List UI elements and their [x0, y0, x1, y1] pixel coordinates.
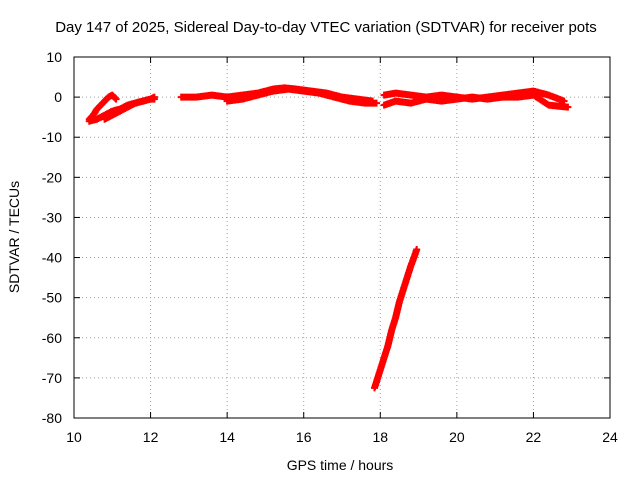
- x-tick-label: 10: [66, 429, 82, 445]
- y-tick-label: -30: [42, 209, 62, 225]
- x-tick-label: 24: [602, 429, 618, 445]
- y-tick-label: -10: [42, 129, 62, 145]
- y-tick-label: -60: [42, 330, 62, 346]
- y-tick-label: -20: [42, 169, 62, 185]
- x-axis-label: GPS time / hours: [287, 457, 394, 473]
- data-point-cluster: [101, 93, 158, 123]
- series-sdtvar: [85, 84, 572, 392]
- y-tick-label: 0: [54, 89, 62, 105]
- x-tick-label: 22: [526, 429, 542, 445]
- x-tick-label: 12: [143, 429, 159, 445]
- x-tick-label: 20: [449, 429, 465, 445]
- data-point-cluster: [371, 246, 421, 392]
- chart-title: Day 147 of 2025, Sidereal Day-to-day VTE…: [55, 19, 597, 36]
- y-axis: 10 0 -10 -20 -30 -40 -50 -60 -70 -80: [42, 49, 610, 426]
- x-tick-label: 18: [372, 429, 388, 445]
- y-tick-label: -50: [42, 290, 62, 306]
- plot-frame: [73, 56, 611, 419]
- x-tick-label: 14: [219, 429, 235, 445]
- y-tick-label: 10: [46, 49, 62, 65]
- y-tick-label: -80: [42, 410, 62, 426]
- y-axis-label: SDTVAR / TECUs: [6, 181, 22, 293]
- x-axis: 10 12 14 16 18 20 22 24: [66, 57, 618, 445]
- x-tick-label: 16: [296, 429, 312, 445]
- grid: [74, 57, 610, 418]
- data-point-cluster: [223, 85, 380, 107]
- y-tick-label: -70: [42, 370, 62, 386]
- y-tick-label: -40: [42, 250, 62, 266]
- data-point-cluster: [380, 91, 572, 111]
